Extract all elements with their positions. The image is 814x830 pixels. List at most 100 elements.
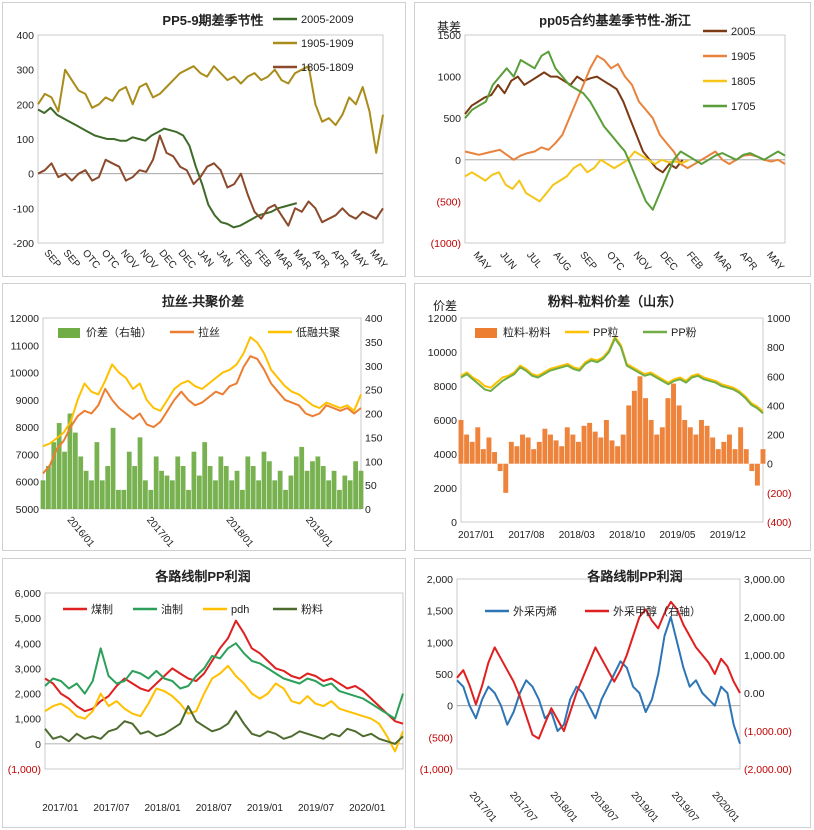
x-tick-label: 2018/01 <box>548 790 580 825</box>
series-line-1905-1909 <box>37 65 384 154</box>
plot-area <box>464 34 786 244</box>
y2-tick-label: 300 <box>365 361 383 373</box>
bar-价差（右轴） <box>62 451 67 509</box>
series-line-低融共聚 <box>42 336 362 448</box>
chart-title: PP5-9期差季节性 <box>162 13 263 28</box>
x-tick-label: OTC <box>604 250 626 273</box>
y2-tick-label: (2,000.00) <box>744 764 792 776</box>
y-tick-label: 6000 <box>16 477 40 489</box>
bar-价差（右轴） <box>223 466 229 509</box>
bar-粒料-粉料 <box>592 431 598 464</box>
y-tick-label: 12000 <box>428 313 457 325</box>
x-tick-label: JUL <box>524 250 544 271</box>
bar-价差（右轴） <box>67 413 73 509</box>
series-line-2005 <box>464 71 684 174</box>
y-tick-label: 400 <box>16 30 34 42</box>
bar-价差（右轴） <box>272 480 278 509</box>
bar-粒料-粉料 <box>486 437 492 464</box>
bar-价差（右轴） <box>213 480 218 509</box>
bar-价差（右轴） <box>110 427 116 509</box>
chart-title: 各路线制PP利润 <box>586 569 682 584</box>
chart-title: 拉丝-共聚价差 <box>162 294 244 309</box>
bar-价差（右轴） <box>315 456 321 509</box>
x-tick-label: FEB <box>684 250 705 272</box>
bar-价差（右轴） <box>358 470 364 509</box>
y2-tick-label: 1000 <box>767 313 791 325</box>
x-tick-label: 2017/07 <box>507 790 539 825</box>
bar-价差（右轴） <box>283 489 288 509</box>
bar-粒料-粉料 <box>615 446 621 464</box>
bar-粒料-粉料 <box>704 425 710 464</box>
bar-价差（右轴） <box>89 480 94 509</box>
chart-title: pp05合约基差季节性-浙江 <box>539 13 691 28</box>
y-tick-label: 1000 <box>438 72 462 84</box>
y2-tick-label: 800 <box>767 342 785 354</box>
bar-价差（右轴） <box>78 456 84 509</box>
x-tick-label: FEB <box>233 248 254 270</box>
y-tick-label: 7000 <box>16 449 40 461</box>
bar-粒料-粉料 <box>536 441 542 464</box>
legend-label: 2005-2009 <box>301 14 354 26</box>
legend-label: 1905 <box>731 51 755 63</box>
bar-粒料-粉料 <box>654 434 660 464</box>
y-tick-label: 11000 <box>11 340 40 352</box>
bar-价差（右轴） <box>331 470 337 509</box>
series-line-2005-2009 <box>37 106 298 229</box>
y-tick-label: 500 <box>443 113 461 125</box>
y-tick-label: 300 <box>16 65 34 77</box>
bar-价差（右轴） <box>256 480 261 509</box>
chart-panel-5: 各路线制PP利润 6,000 5,000 4,000 3,000 2,000 1,000 0 (… <box>2 558 406 828</box>
x-tick-label: 2020/01 <box>349 803 386 814</box>
bar-价差（右轴） <box>56 423 62 509</box>
bar-粒料-粉料 <box>497 463 503 471</box>
legend-label: 低融共聚 <box>296 326 340 339</box>
y2-tick-label: 3,000.00 <box>744 574 785 586</box>
legend-label: 煤制 <box>91 603 113 616</box>
y-tick-label: 1,500 <box>427 606 453 618</box>
x-tick-label: APR <box>329 248 351 271</box>
series-line-pdh <box>44 664 404 753</box>
x-tick-label: 2018/07 <box>588 790 620 825</box>
bar-粒料-粉料 <box>693 434 699 464</box>
legend-label: 粉料 <box>301 602 323 616</box>
y2-tick-label: 200 <box>767 430 785 442</box>
y2-tick-label: 150 <box>365 432 383 444</box>
x-tick-label: 2019/07 <box>669 790 701 825</box>
series-line-外采丙烯 <box>456 616 741 745</box>
x-tick-label: MAR <box>291 248 314 272</box>
bar-价差（右轴） <box>99 480 105 509</box>
bar-价差（右轴） <box>83 470 89 509</box>
bar-价差（右轴） <box>186 489 191 509</box>
y2-tick-label: 200 <box>365 409 383 421</box>
series-line-PP粉 <box>460 337 764 414</box>
y-tick-label: -100 <box>13 203 34 215</box>
x-tick-label: 2018/10 <box>609 530 646 541</box>
bar-粒料-粉料 <box>721 441 727 464</box>
bar-价差（右轴） <box>175 456 181 509</box>
y-tick-label: 200 <box>16 99 34 111</box>
series-line-拉丝 <box>42 355 362 475</box>
y2-tick-label: 50 <box>365 480 377 492</box>
bar-粒料-粉料 <box>749 463 755 471</box>
x-tick-label: FEB <box>252 248 273 270</box>
y-tick-label: 1,000 <box>15 714 41 726</box>
x-tick-label: SEP <box>577 250 599 273</box>
bar-粒料-粉料 <box>726 434 732 464</box>
bar-价差（右轴） <box>277 470 283 509</box>
y-tick-label: 0 <box>28 169 34 181</box>
bar-粒料-粉料 <box>603 420 609 464</box>
bar-粒料-粉料 <box>564 427 570 464</box>
legend-label: 1805 <box>731 76 755 88</box>
x-tick-label: JAN <box>195 248 216 270</box>
bar-粒料-粉料 <box>553 440 559 464</box>
x-tick-label: 2018/01 <box>145 803 182 814</box>
bar-价差（右轴） <box>337 489 342 509</box>
x-tick-label: MAR <box>711 250 734 274</box>
bar-价差（右轴） <box>94 442 100 509</box>
bar-粒料-粉料 <box>732 449 738 464</box>
y-tick-label: 5,000 <box>15 613 41 625</box>
x-tick-label: 2017/01 <box>467 790 499 825</box>
bar-价差（右轴） <box>320 466 326 509</box>
y-tick-label: 3,000 <box>15 663 41 675</box>
legend-label: 1805-1809 <box>301 62 354 74</box>
